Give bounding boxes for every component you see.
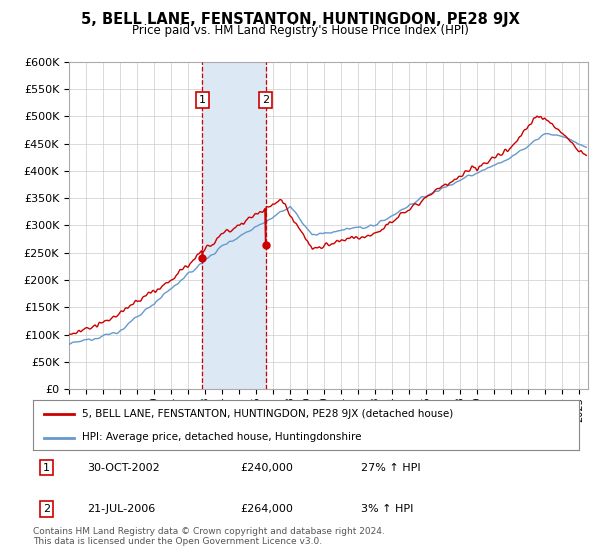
Text: 1: 1 (43, 463, 50, 473)
Text: 30-OCT-2002: 30-OCT-2002 (88, 463, 160, 473)
Text: 21-JUL-2006: 21-JUL-2006 (88, 504, 156, 514)
Text: Price paid vs. HM Land Registry's House Price Index (HPI): Price paid vs. HM Land Registry's House … (131, 24, 469, 36)
Bar (202, 62, 266, 389)
Text: Contains HM Land Registry data © Crown copyright and database right 2024.
This d: Contains HM Land Registry data © Crown c… (33, 526, 385, 546)
Text: 2: 2 (262, 95, 269, 105)
Text: 5, BELL LANE, FENSTANTON, HUNTINGDON, PE28 9JX: 5, BELL LANE, FENSTANTON, HUNTINGDON, PE… (80, 12, 520, 27)
Text: HPI: Average price, detached house, Huntingdonshire: HPI: Average price, detached house, Hunt… (82, 432, 362, 442)
Text: £240,000: £240,000 (241, 463, 293, 473)
Text: 3% ↑ HPI: 3% ↑ HPI (361, 504, 413, 514)
Text: 27% ↑ HPI: 27% ↑ HPI (361, 463, 420, 473)
Text: 5, BELL LANE, FENSTANTON, HUNTINGDON, PE28 9JX (detached house): 5, BELL LANE, FENSTANTON, HUNTINGDON, PE… (82, 409, 454, 419)
Text: 2: 2 (43, 504, 50, 514)
Text: £264,000: £264,000 (241, 504, 293, 514)
Text: 1: 1 (199, 95, 206, 105)
